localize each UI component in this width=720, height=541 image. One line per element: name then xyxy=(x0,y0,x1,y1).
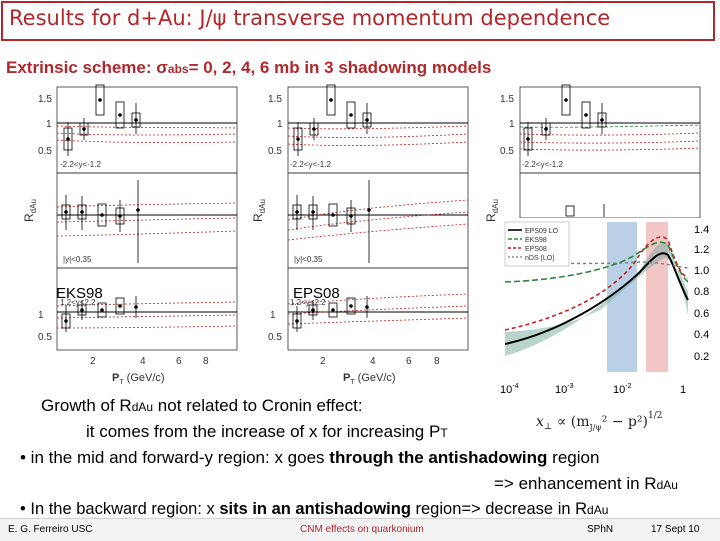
panel-eks98: 1.5 1 0.5 1 0.5 RdAu xyxy=(22,84,238,386)
y-axis-label: RdAu xyxy=(22,199,38,222)
y-axis-label: RdAu xyxy=(484,199,500,222)
footer-bar: E. G. Ferreiro USC CNM effects on quarko… xyxy=(0,518,720,541)
ytick-label: 1 xyxy=(277,119,283,130)
rapidity-label: |y|<0.35 xyxy=(63,255,92,264)
subtitle-suffix: = 0, 2, 4, 6 mb in 3 shadowing models xyxy=(188,58,492,77)
eps08-curve xyxy=(504,236,689,331)
x-axis-label: PT (GeV/c) xyxy=(343,372,396,386)
ytick-label: 0.5 xyxy=(38,146,52,157)
inset-xtick: 10-2 xyxy=(613,383,632,396)
subplot-frame xyxy=(287,267,469,351)
ytick-label: 1.5 xyxy=(500,94,514,105)
rapidity-label: -2.2<y<-1.2 xyxy=(60,160,101,169)
sigma-subscript: abs xyxy=(167,62,189,76)
subplot-frame xyxy=(519,172,701,219)
rapidity-label: -2.2<y<-1.2 xyxy=(290,160,331,169)
subplot-frame xyxy=(287,172,469,269)
panel-third-model: 1.5 1 0.5 RdAu xyxy=(484,84,701,222)
xtick-label: 2 xyxy=(90,356,96,367)
ytick-label: 0.5 xyxy=(38,332,52,343)
rapidity-label: -2.2<y<-1.2 xyxy=(522,160,563,169)
xtick-label: 2 xyxy=(320,356,326,367)
footer-topic: CNM effects on quarkonium xyxy=(300,524,424,535)
inset-xtick: 10-3 xyxy=(555,383,574,396)
text-enhancement: => enhancement in RdAu xyxy=(494,474,678,493)
legend-entry: nDS (LO) xyxy=(525,255,555,262)
model-label: EPS08 xyxy=(293,285,340,302)
inset-ytick: 1.4 xyxy=(694,224,709,236)
inset-shadowing-plot: EPS09 LO EKS98 EPS08 nDS (LO) 1.4 1.2 1.… xyxy=(500,218,718,398)
xtick-label: 4 xyxy=(140,356,146,367)
sigma-symbol: σ xyxy=(156,58,168,77)
rapidity-label: 1.2<y<2.2 xyxy=(60,298,96,307)
panel-eps08: 1.5 1 0.5 1 0.5 RdAu xyxy=(251,84,469,386)
legend-entry: EKS98 xyxy=(525,237,547,244)
title-bar: Results for d+Au: J/ψ transverse momentu… xyxy=(1,1,715,41)
legend-entry: EPS09 LO xyxy=(525,228,559,235)
legend-entry: EPS08 xyxy=(525,246,547,253)
subplot-frame xyxy=(56,267,238,351)
xtick-label: 8 xyxy=(203,356,209,367)
model-label: EKS98 xyxy=(56,285,103,302)
ytick-label: 1.5 xyxy=(268,94,282,105)
svg-text:RdAu: RdAu xyxy=(251,199,267,222)
inset-ytick: 1.0 xyxy=(694,265,709,277)
subplot-frame xyxy=(56,172,238,269)
ytick-label: 1 xyxy=(270,310,276,321)
ytick-label: 0.5 xyxy=(500,146,514,157)
inset-xtick: 10-4 xyxy=(500,383,519,396)
text-bullet-mid-forward: • in the mid and forward-y region: x goe… xyxy=(20,448,600,467)
eps09-curve xyxy=(504,252,689,345)
xtick-label: 4 xyxy=(370,356,376,367)
text-bullet-backward: • In the backward region: x sits in an a… xyxy=(20,500,609,518)
ytick-label: 1 xyxy=(509,119,515,130)
xtick-label: 6 xyxy=(176,356,182,367)
xtick-label: 8 xyxy=(434,356,440,367)
slide-subtitle: Extrinsic scheme: σabs= 0, 2, 4, 6 mb in… xyxy=(6,58,491,78)
ytick-label: 1.5 xyxy=(38,94,52,105)
footer-date: 17 Sept 10 xyxy=(651,524,700,535)
svg-text:RdAu: RdAu xyxy=(484,199,500,222)
xtick-label: 6 xyxy=(406,356,412,367)
inset-ytick: 1.2 xyxy=(694,244,709,256)
subtitle-prefix: Extrinsic scheme: xyxy=(6,58,157,77)
rapidity-label: |y|<0.35 xyxy=(294,255,323,264)
footer-venue: SPhN xyxy=(587,524,614,535)
ytick-label: 1 xyxy=(38,310,44,321)
y-axis-label: RdAu xyxy=(251,199,267,222)
inset-ytick: 0.4 xyxy=(694,329,709,341)
svg-text:RdAu: RdAu xyxy=(22,199,38,222)
footer-author: E. G. Ferreiro USC xyxy=(8,524,93,535)
inset-xtick: 1 xyxy=(680,384,686,396)
ytick-label: 0.5 xyxy=(268,332,282,343)
figure-area: 1.5 1 0.5 1 0.5 RdAu xyxy=(22,84,718,398)
formula: x⊥ ∝ (mJ/ψ² − p²)1/2 xyxy=(536,411,663,432)
text-line-growth: Growth of RdAu not related to Cronin eff… xyxy=(41,396,363,415)
inset-ytick: 0.6 xyxy=(694,308,709,320)
inset-ytick: 0.2 xyxy=(694,351,709,363)
inset-ytick: 0.8 xyxy=(694,286,709,298)
text-line-increase: it comes from the increase of x for incr… xyxy=(86,422,448,441)
ytick-label: 1 xyxy=(46,119,52,130)
nds-curve xyxy=(504,261,689,269)
ytick-label: 0.5 xyxy=(268,146,282,157)
rapidity-label: 1.2<y<2.2 xyxy=(290,298,326,307)
x-axis-label: PT (GeV/c) xyxy=(112,372,165,386)
slide-title: Results for d+Au: J/ψ transverse momentu… xyxy=(9,6,611,30)
